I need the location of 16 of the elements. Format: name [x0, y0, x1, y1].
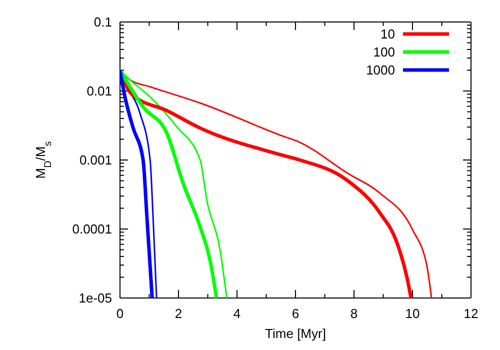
x-tick-label: 6 — [292, 306, 300, 321]
legend-label: 1000 — [366, 62, 395, 78]
x-tick-label: 12 — [464, 306, 478, 321]
y-tick-label: 0.0001 — [72, 222, 112, 237]
x-axis-title: Time [Myr] — [265, 326, 326, 341]
x-tick-label: 8 — [350, 306, 358, 321]
y-tick-label: 0.01 — [86, 84, 112, 99]
x-tick-label: 4 — [233, 306, 241, 321]
x-tick-label: 0 — [116, 306, 124, 321]
x-tick-label: 2 — [174, 306, 182, 321]
y-tick-label: 0.001 — [79, 152, 112, 168]
legend-label: 10 — [380, 26, 395, 42]
x-tick-label: 10 — [405, 306, 420, 321]
y-tick-label: 1e-05 — [78, 290, 112, 306]
legend-label: 100 — [373, 44, 395, 60]
y-tick-label: 0.1 — [94, 14, 112, 30]
